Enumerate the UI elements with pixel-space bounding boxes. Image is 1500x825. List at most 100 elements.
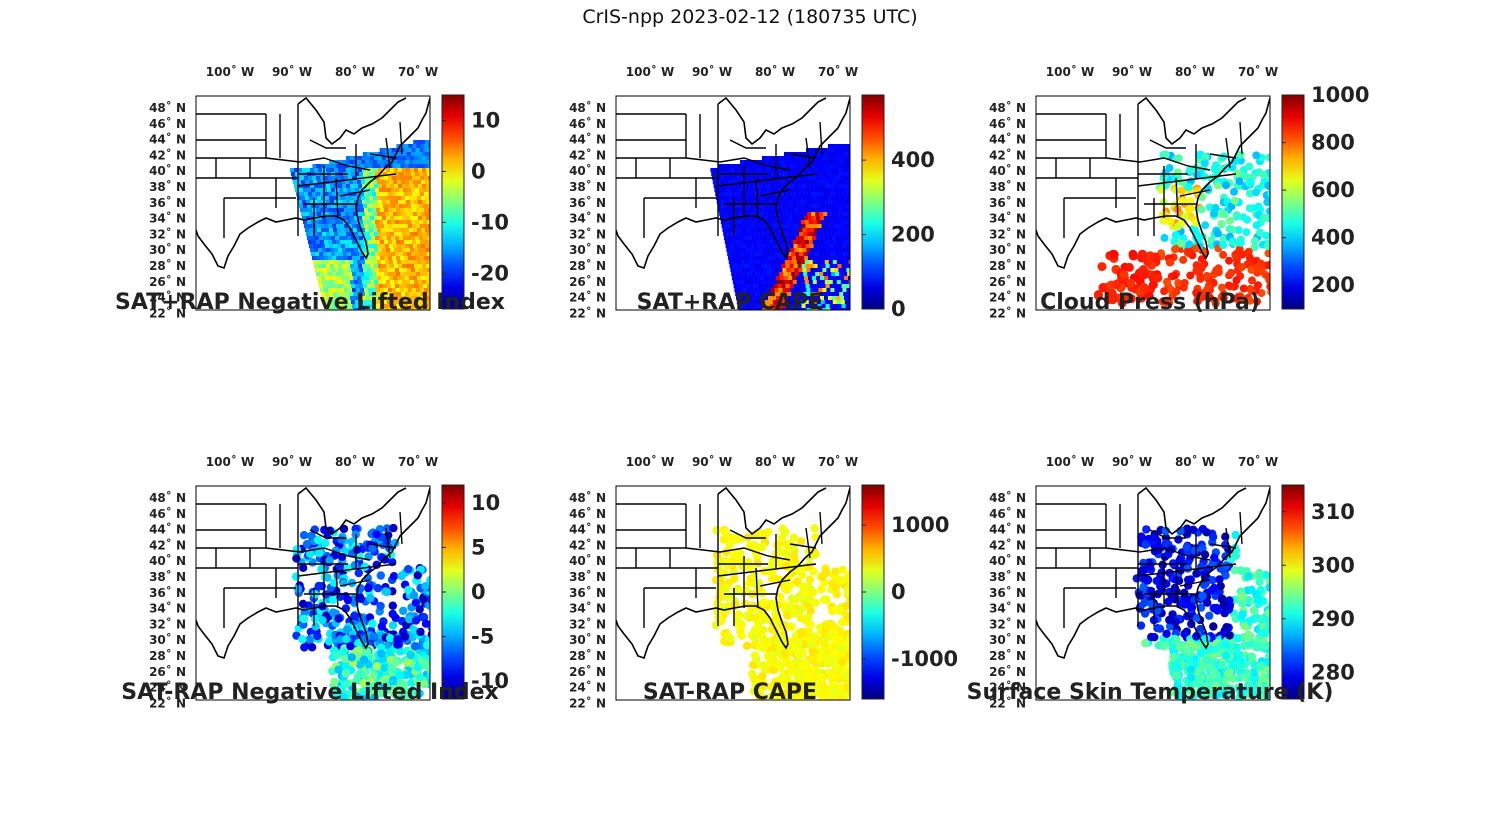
- colorbar-tick-label: -10: [471, 669, 509, 693]
- pixel: [781, 204, 786, 209]
- pixel: [844, 585, 850, 594]
- pixel: [792, 256, 797, 261]
- pixel: [292, 554, 301, 563]
- pixel: [844, 180, 849, 185]
- pixel: [818, 693, 827, 700]
- pixel: [828, 200, 833, 205]
- pixel: [362, 152, 367, 157]
- pixel: [747, 232, 752, 237]
- pixel: [788, 300, 793, 305]
- pixel: [817, 244, 822, 249]
- pixel: [746, 268, 751, 273]
- pixel: [803, 172, 808, 177]
- pixel: [778, 672, 788, 682]
- pixel: [727, 192, 732, 197]
- pixel: [375, 284, 380, 289]
- state-border: [369, 543, 397, 549]
- pixel: [733, 284, 738, 289]
- pixel: [325, 292, 330, 297]
- state-border: [309, 139, 346, 149]
- pixel: [350, 561, 359, 570]
- pixel: [425, 180, 430, 185]
- pixel: [405, 276, 410, 281]
- pixel: [745, 284, 750, 289]
- pixel: [784, 216, 789, 221]
- pixel: [752, 200, 757, 205]
- pixel: [804, 300, 809, 305]
- pixel: [845, 244, 850, 249]
- pixel: [796, 152, 801, 157]
- pixel: [826, 188, 831, 193]
- pixel: [802, 268, 807, 273]
- pixel: [380, 164, 385, 169]
- pixel: [755, 252, 760, 257]
- pixel: [380, 192, 385, 197]
- pixel: [413, 292, 418, 297]
- pixel: [425, 140, 430, 145]
- pixel: [343, 204, 348, 209]
- pixel: [1265, 153, 1270, 162]
- pixel: [841, 284, 846, 289]
- map-svg: 100˚ W 90˚ W 80˚ W 70˚ W48˚ N46˚ N44˚ N42˚ …: [569, 454, 958, 710]
- pixel: [760, 200, 765, 205]
- pixel: [737, 184, 742, 189]
- pixel: [373, 584, 383, 593]
- longitude-label: 90˚ W: [272, 454, 312, 469]
- pixel: [406, 216, 411, 221]
- pixel: [381, 292, 386, 297]
- pixel: [821, 284, 826, 289]
- pixel: [385, 244, 390, 249]
- pixel: [428, 288, 430, 293]
- pixel: [832, 589, 841, 599]
- pixel: [339, 220, 344, 225]
- pixel: [736, 276, 741, 281]
- pixel: [316, 256, 321, 261]
- pixel: [422, 640, 430, 650]
- pixel: [316, 240, 321, 245]
- pixel: [828, 160, 833, 165]
- pixel: [795, 192, 800, 197]
- pixel: [805, 304, 810, 309]
- pixel: [836, 216, 841, 221]
- pixel: [841, 264, 846, 269]
- pixel: [294, 168, 299, 173]
- panel-cloud-press: 100˚ W 90˚ W 80˚ W 70˚ W 48˚ N 46˚ N 44˚ N 42˚ …: [940, 58, 1369, 348]
- longitude-label: 90˚ W: [1112, 64, 1152, 79]
- pixel: [359, 220, 364, 225]
- pixel: [728, 236, 733, 241]
- pixel: [1171, 231, 1180, 240]
- pixel: [819, 192, 824, 197]
- pixel: [1212, 161, 1221, 170]
- pixel: [363, 300, 368, 305]
- pixel: [388, 601, 397, 610]
- pixel: [318, 216, 323, 221]
- pixel: [1145, 251, 1155, 261]
- pixel: [374, 296, 379, 301]
- pixel: [1197, 562, 1206, 572]
- pixel: [406, 248, 411, 253]
- pixel: [1225, 596, 1234, 605]
- pixel: [806, 606, 815, 615]
- pixel: [362, 216, 367, 221]
- pixel: [775, 192, 780, 197]
- pixel: [373, 244, 378, 249]
- pixel: [732, 280, 737, 285]
- pixel: [816, 196, 821, 201]
- pixel: [844, 220, 849, 225]
- pixel: [779, 172, 784, 177]
- pixel: [809, 244, 814, 249]
- pixel: [817, 204, 822, 209]
- pixel: [746, 308, 751, 310]
- pixel: [784, 180, 789, 185]
- pixel: [351, 220, 356, 225]
- pixel: [734, 610, 743, 619]
- pixel: [805, 264, 810, 269]
- pixel: [730, 164, 735, 169]
- pixel: [760, 180, 765, 185]
- pixel: [793, 672, 802, 681]
- pixel: [743, 252, 748, 257]
- pixel: [821, 204, 826, 209]
- pixel: [411, 252, 416, 257]
- pixel: [822, 228, 827, 233]
- pixel: [748, 216, 753, 221]
